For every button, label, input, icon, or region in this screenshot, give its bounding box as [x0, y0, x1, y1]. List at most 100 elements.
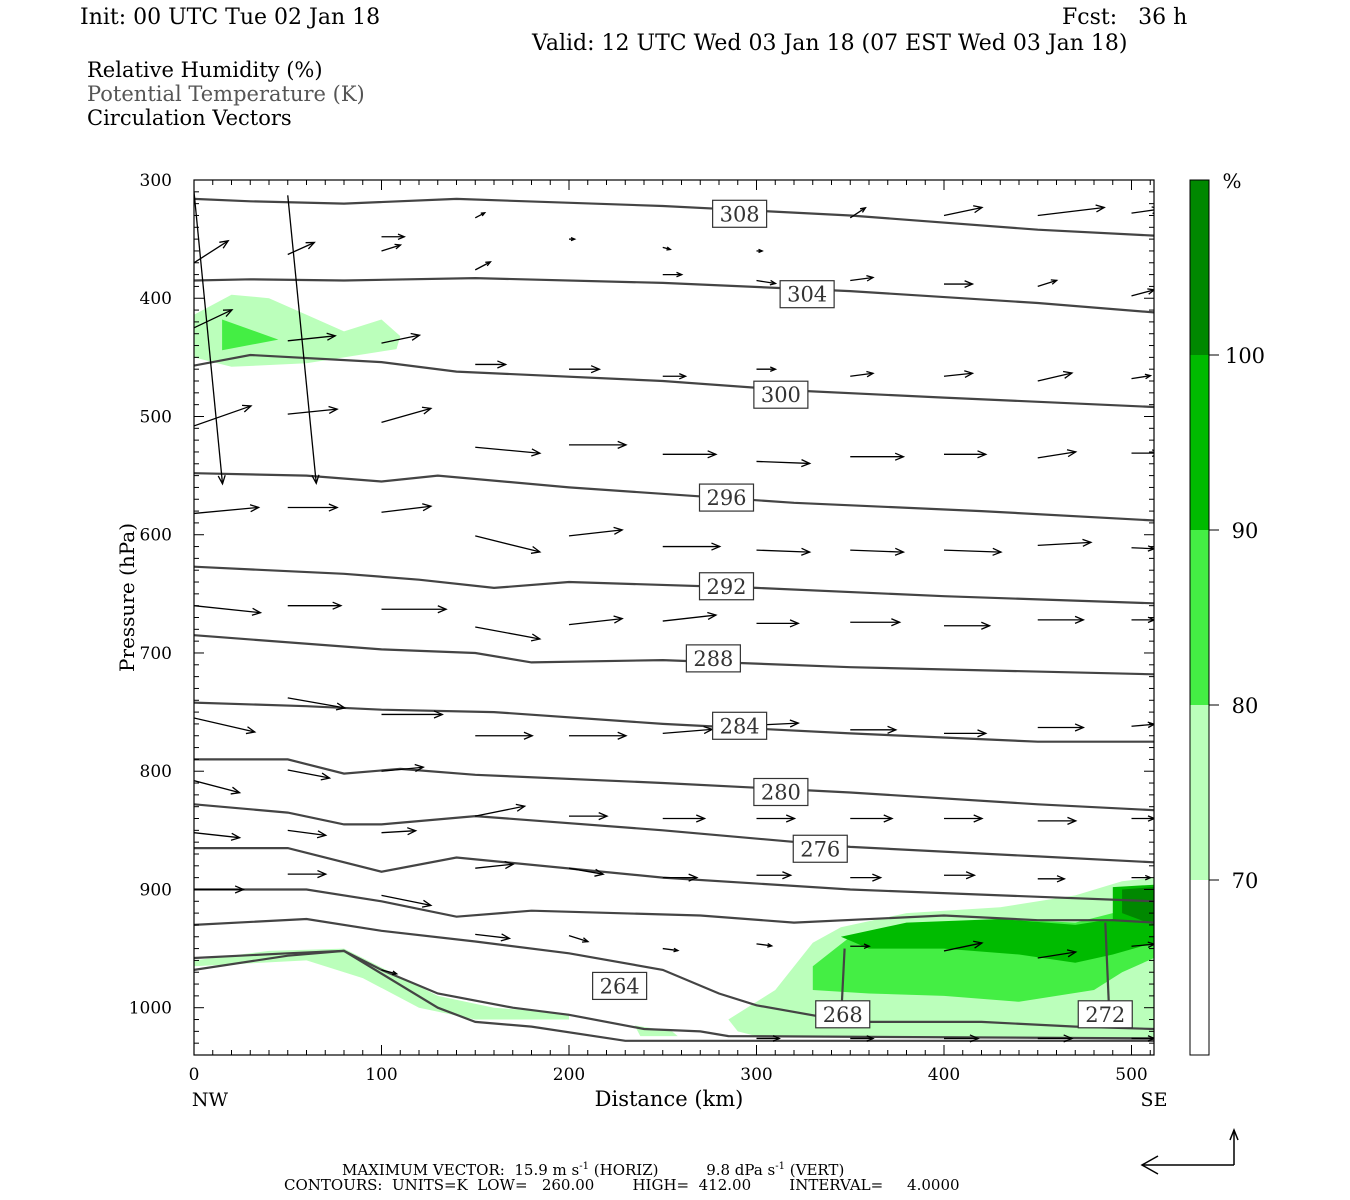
- circulation-vector: [194, 404, 253, 427]
- legend-potential-temperature: Potential Temperature (K): [87, 82, 365, 106]
- circulation-vector: [474, 261, 492, 271]
- theta-label-text: 300: [761, 383, 801, 407]
- circulation-vector: [944, 729, 988, 738]
- legend-relative-humidity: Relative Humidity (%): [87, 58, 323, 82]
- colorbar-segment: [1190, 880, 1209, 1055]
- x-tick-label: 200: [553, 1065, 585, 1085]
- circulation-vector: [850, 618, 902, 627]
- circulation-vector: [662, 542, 722, 551]
- circulation-vector: [287, 241, 316, 256]
- circulation-vector: [287, 769, 332, 781]
- colorbar-segment: [1190, 180, 1209, 355]
- circulation-vector: [568, 867, 605, 877]
- circulation-vector: [850, 275, 875, 282]
- vert-vector-value: 9.8 dPa s: [706, 1161, 776, 1179]
- circulation-vector: [287, 697, 347, 711]
- circulation-vector: [1131, 449, 1154, 458]
- circulation-vector: [756, 942, 774, 948]
- theta-contour: [194, 803, 1154, 864]
- circulation-vector: [1131, 1035, 1154, 1042]
- circulation-vector: [381, 406, 433, 424]
- circulation-vector: [944, 450, 988, 459]
- circulation-vector: [850, 452, 906, 461]
- circulation-vector: [944, 1034, 980, 1043]
- horiz-tag: (HORIZ): [589, 1161, 659, 1179]
- forecast-hour: Fcst: 36 h: [1062, 5, 1188, 30]
- theta-label: 272: [1077, 1000, 1133, 1029]
- circulation-vector: [1037, 538, 1093, 547]
- circulation-vector: [943, 547, 1003, 556]
- circulation-vector: [287, 405, 339, 415]
- circulation-vector: [569, 440, 628, 449]
- circulation-vector: [756, 547, 812, 556]
- theta-contour: [194, 565, 1154, 605]
- circulation-vector: [943, 205, 984, 217]
- colorbar-segment: [1190, 705, 1209, 880]
- colorbar-segment: [1190, 530, 1209, 705]
- reference-vector-icon: [1140, 1127, 1239, 1175]
- y-tick-label: 1000: [129, 999, 172, 1019]
- circulation-vector: [850, 725, 898, 734]
- colorbar-tick-label: 100: [1225, 344, 1265, 368]
- circulation-vector: [944, 871, 977, 880]
- y-tick-label: 800: [140, 762, 172, 782]
- circulation-vector: [756, 814, 797, 823]
- theta-label-text: 276: [800, 837, 840, 861]
- axes-layer: 300 400 500 600 700 800 900 1000 0 100 200 300 400 50…: [115, 171, 1167, 1111]
- circulation-vector: [850, 370, 875, 378]
- circulation-vector: [569, 236, 577, 242]
- theta-label: 300: [753, 380, 809, 409]
- circulation-vector: [662, 947, 680, 953]
- circulation-vector: [568, 615, 624, 626]
- circulation-vector: [1037, 370, 1074, 382]
- circulation-vector: [756, 871, 793, 880]
- circulation-vector: [287, 332, 337, 342]
- circulation-vector: [1037, 875, 1067, 883]
- circulation-vector: [1131, 288, 1154, 297]
- max-vector-label: MAXIMUM VECTOR:: [342, 1161, 505, 1179]
- theta-contour: [194, 634, 1154, 676]
- vert-tag: (VERT): [785, 1161, 845, 1179]
- theta-label: 284: [712, 711, 768, 740]
- rh-shading-layer: [194, 294, 1154, 1039]
- y-tick-label: 700: [140, 644, 172, 664]
- circulation-vector: [475, 626, 542, 642]
- circulation-vector: [475, 446, 542, 457]
- x-axis-title: Distance (km): [595, 1087, 744, 1111]
- theta-label: 276: [792, 834, 848, 863]
- circulation-vector: [381, 332, 422, 344]
- circulation-vector: [662, 873, 699, 882]
- circulation-vector: [1037, 723, 1086, 732]
- theta-contour: [1104, 922, 1111, 1008]
- circulation-vector: [662, 271, 684, 278]
- theta-label-text: 292: [706, 575, 746, 599]
- theta-label: 264: [592, 971, 648, 1001]
- circulation-vector: [381, 827, 418, 836]
- theta-label: 304: [779, 280, 835, 309]
- theta-label-text: 272: [1085, 1003, 1125, 1027]
- valid-time: Valid: 12 UTC Wed 03 Jan 18 (07 EST Wed …: [532, 31, 1128, 56]
- circulation-vector: [381, 233, 406, 241]
- vert-unit-exponent: -1: [775, 1161, 785, 1172]
- theta-label-text: 304: [787, 283, 827, 307]
- circulation-vector: [381, 243, 403, 252]
- circulation-vector: [1037, 279, 1059, 288]
- circulation-vector: [474, 212, 487, 219]
- circulation-vector: [569, 731, 628, 740]
- horiz-vector-value: 15.9 m s: [514, 1161, 580, 1179]
- circulation-vector: [850, 1035, 875, 1042]
- circulation-vector: [756, 459, 812, 468]
- circulation-vector: [662, 814, 707, 823]
- theta-label-text: 268: [823, 1003, 863, 1027]
- colorbar-tick-label: 90: [1232, 519, 1259, 543]
- theta-contour: [194, 758, 1154, 812]
- circulation-vector: [194, 717, 257, 735]
- theta-label: 296: [698, 483, 755, 512]
- theta-contour: [194, 472, 1154, 522]
- x-tick-label: 300: [740, 1065, 772, 1085]
- circulation-vector: [849, 206, 867, 219]
- theta-label-layer: 308 304 300 296 292 288 284 280 276 264 268 272: [592, 199, 1133, 1029]
- circulation-vector: [662, 611, 718, 622]
- theta-label-text: 308: [720, 202, 760, 226]
